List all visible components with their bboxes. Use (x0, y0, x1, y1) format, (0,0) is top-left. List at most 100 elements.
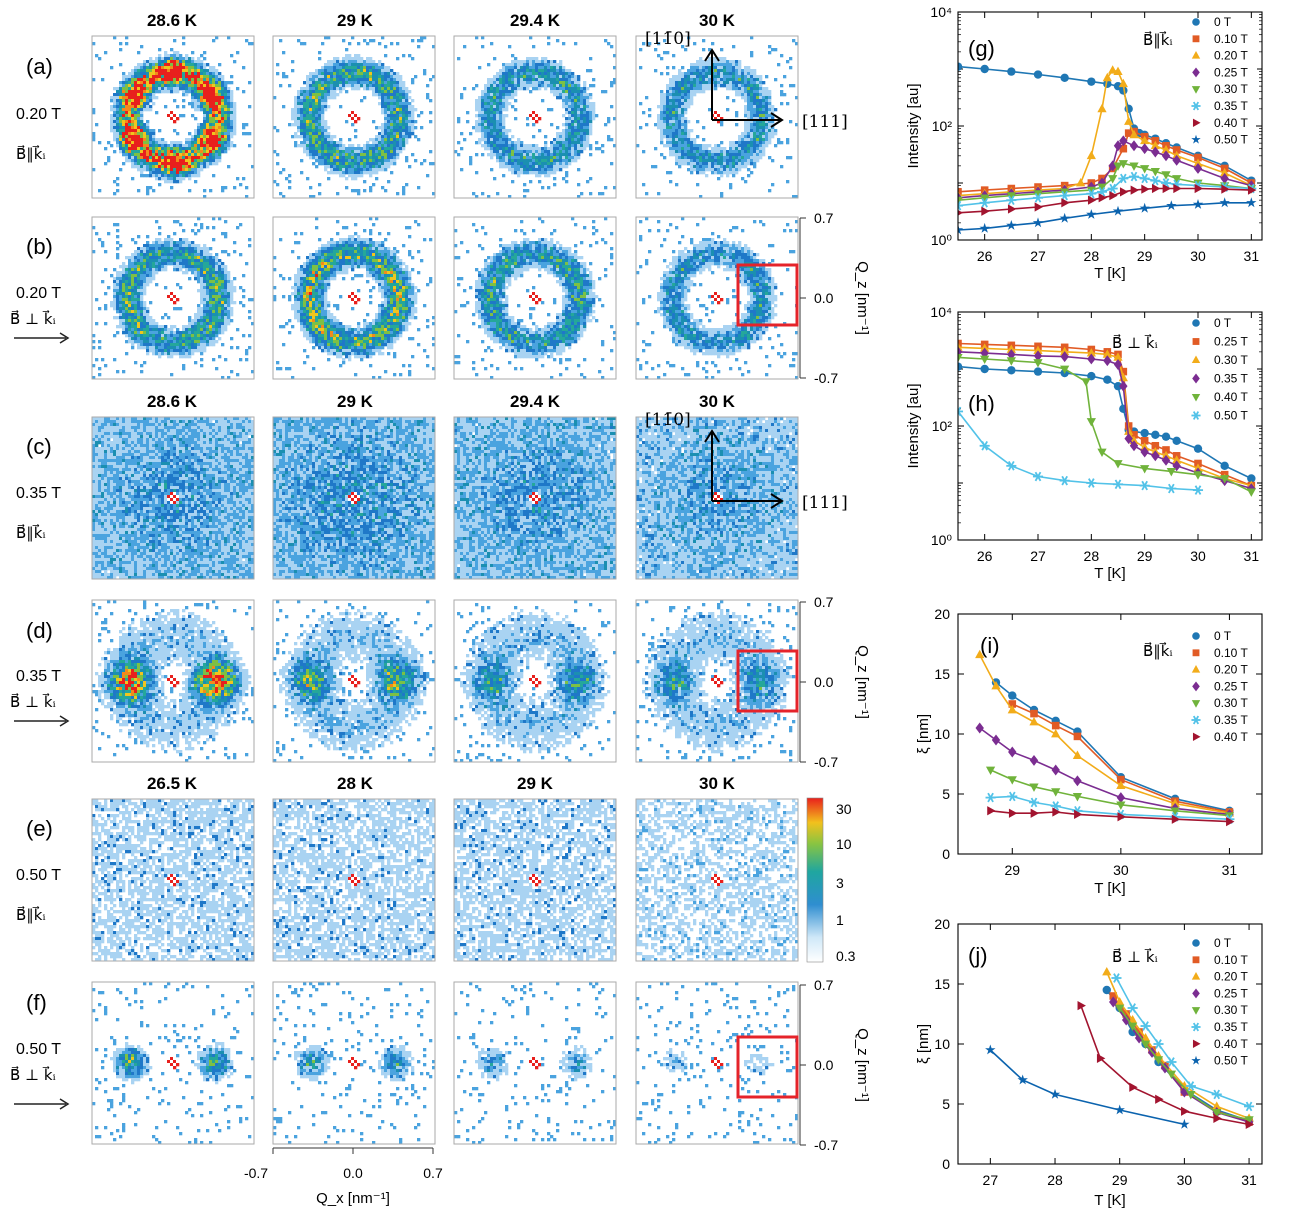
data-point (1060, 351, 1069, 363)
legend-entry: 0.50 T (1214, 1054, 1248, 1068)
data-point (1103, 355, 1112, 367)
data-point (1172, 436, 1181, 445)
data-point (1153, 1056, 1164, 1065)
data-point (1087, 371, 1096, 381)
data-point (1073, 732, 1082, 741)
data-point (1109, 992, 1118, 1000)
data-point (975, 649, 985, 659)
data-point (1103, 375, 1112, 384)
data-point (1121, 1014, 1131, 1026)
legend-marker (1192, 35, 1200, 43)
data-point (1166, 1057, 1177, 1067)
legend-marker (1192, 373, 1200, 384)
legend-marker (1192, 632, 1200, 640)
x-axis-label: T [K] (1094, 565, 1125, 582)
dir-label-1a: [11̄0] (645, 29, 691, 49)
data-point (987, 806, 996, 816)
data-point (1032, 192, 1044, 203)
data-point (1194, 183, 1204, 194)
col-title-mid-4: 30 K (699, 392, 736, 411)
y-tick-label: 10 (934, 726, 950, 742)
x-axis-label: T [K] (1094, 1192, 1125, 1209)
data-point (1141, 184, 1150, 194)
data-point (1086, 418, 1096, 427)
qz-axis-f: 0.7 0.0 -0.7 Q_z [nm⁻¹] (799, 977, 871, 1153)
sans-panel-e-2 (272, 798, 436, 962)
data-point (1172, 154, 1181, 166)
data-point (975, 722, 984, 734)
qz-axis-b: 0.7 0.0 -0.7 Q_z [nm⁻¹] (799, 210, 871, 386)
legend: 0 T 0.10 T 0.20 T 0.25 T 0.30 T 0.35 T 0.40 T 0… (1191, 936, 1248, 1068)
legend-marker (1192, 939, 1200, 947)
data-point (1212, 1101, 1222, 1110)
data-point (991, 680, 1001, 690)
data-point (1151, 430, 1160, 440)
data-point (1140, 428, 1149, 438)
x-tick-label: 29 (1137, 248, 1153, 264)
x-tick-label: 26 (977, 248, 993, 264)
cb-tick-3: 3 (836, 875, 844, 891)
data-point (1213, 1113, 1222, 1124)
data-point (1006, 344, 1016, 353)
y-tick-label: 10 (934, 1036, 950, 1052)
data-point (1087, 353, 1096, 365)
x-tick-label: 31 (1222, 862, 1238, 878)
sans-panel-e-3 (453, 798, 617, 962)
data-point (1007, 791, 1018, 802)
series-line-0.40T (958, 356, 1252, 493)
geometry-label: B⃗ ⊥ k⃗ᵢ (1112, 947, 1158, 966)
data-point (1007, 204, 1017, 214)
data-point (1008, 746, 1017, 758)
data-point (1140, 465, 1150, 474)
data-point (1115, 996, 1125, 1006)
x-tick-label: 29 (1112, 1172, 1128, 1188)
data-point (1033, 70, 1043, 79)
qx-tick-mid: 0.0 (343, 1165, 363, 1181)
data-point (1059, 212, 1070, 223)
row-field-c: 0.35 T (16, 485, 61, 502)
legend-marker (1191, 393, 1201, 402)
data-point (1059, 190, 1070, 201)
data-point (1140, 165, 1150, 174)
sans-panel-d-4 (635, 599, 799, 763)
x-tick-label: 28 (1084, 248, 1100, 264)
row-field-d: 0.35 T (16, 668, 61, 685)
data-point (1226, 816, 1235, 827)
cb-tick-2: 10 (836, 836, 852, 852)
data-point (1128, 1022, 1138, 1032)
legend-marker (1192, 338, 1200, 345)
sans-panel-f-3 (453, 981, 617, 1145)
data-point (1086, 186, 1096, 196)
data-point (991, 734, 1001, 746)
data-point (1247, 185, 1257, 195)
sans-panel-c-1 (91, 416, 255, 580)
legend-marker (1192, 18, 1200, 26)
y-axis-label: ξ [nm] (915, 1024, 932, 1064)
data-point (1086, 209, 1097, 219)
dir-label-2c: [111] (802, 493, 848, 513)
series-line-0.25T (958, 139, 1252, 199)
sans-panel-a-3 (453, 35, 617, 199)
qz-tick-f-mid: 0.0 (814, 1057, 834, 1073)
legend-marker (1191, 411, 1201, 420)
data-point (1086, 348, 1096, 357)
data-point (1086, 150, 1096, 160)
series-line-0.50T (958, 202, 1252, 231)
legend-entry: 0.20 T (1214, 49, 1248, 63)
legend-marker (1192, 319, 1200, 327)
legend-marker (1192, 681, 1200, 692)
data-point (1117, 812, 1126, 822)
data-point (1193, 471, 1203, 480)
data-point (1161, 432, 1171, 441)
data-point (1161, 150, 1171, 162)
cb-tick-1: 30 (836, 801, 852, 817)
data-point (1032, 471, 1044, 482)
x-axis-label: T [K] (1094, 265, 1125, 282)
sans-panel-a-4 (635, 35, 799, 199)
data-point (1166, 200, 1177, 211)
legend-entry: 0.25 T (1214, 335, 1248, 349)
data-point (1060, 365, 1070, 375)
qz-tick-f-top: 0.7 (814, 977, 834, 993)
data-point (1130, 185, 1140, 195)
series-line-0.50T (958, 410, 1199, 491)
